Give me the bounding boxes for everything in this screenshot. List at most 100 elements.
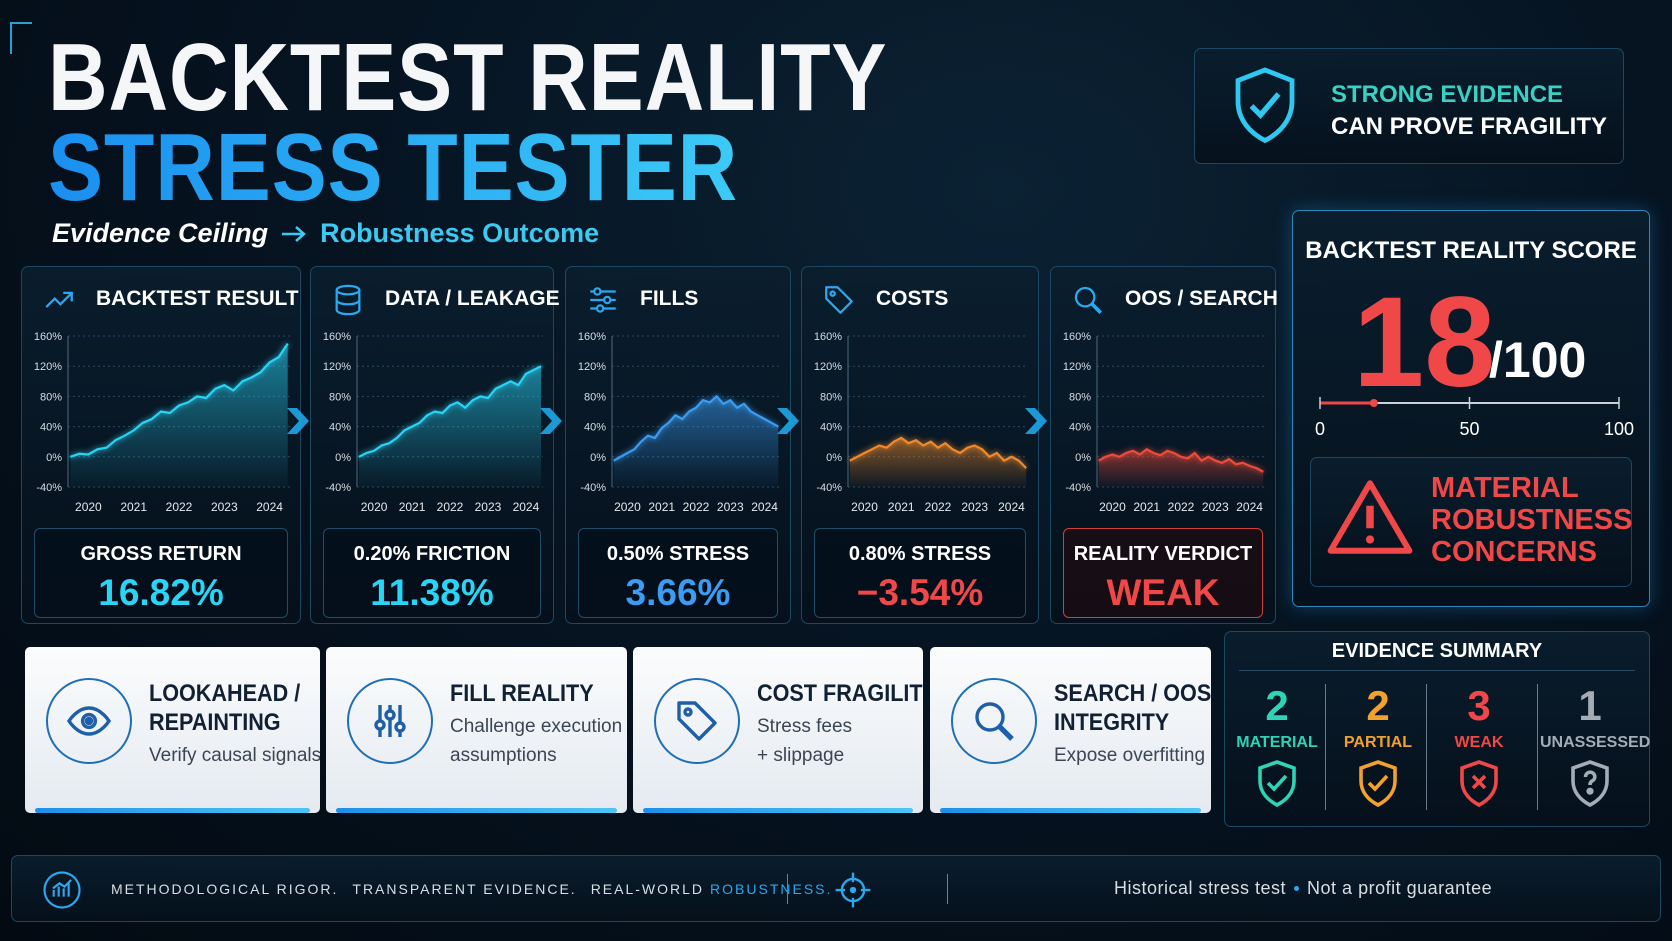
y-tick-label: 40% bbox=[820, 422, 842, 434]
score-scale: 0 50 100 bbox=[1315, 397, 1634, 439]
y-tick-label: 80% bbox=[1069, 391, 1091, 403]
card-icon bbox=[654, 678, 740, 764]
icon-shape bbox=[777, 408, 799, 434]
card-icon bbox=[46, 678, 132, 764]
summary-box: EVIDENCE SUMMARY 2 MATERIAL 2 PARTIAL 3 WEAK 1… bbox=[1224, 631, 1650, 827]
card: FILL REALITY Challenge execution assumptio… bbox=[326, 647, 627, 813]
summary-label: PARTIAL bbox=[1343, 734, 1413, 751]
y-tick-label: 40% bbox=[1069, 422, 1091, 434]
metric-label: GROSS RETURN bbox=[80, 543, 242, 565]
card-desc: Verify causal signals bbox=[149, 741, 320, 770]
y-tick-label: -40% bbox=[580, 482, 606, 494]
x-tick-label: 2024 bbox=[256, 500, 283, 514]
mini-chart: 160% 120% 80% 40% 0% -40% 2020 2021 2022 2023 2024 bbox=[578, 331, 780, 514]
y-tick-label: 0% bbox=[46, 452, 62, 464]
card-bar bbox=[643, 808, 913, 813]
icon-shape bbox=[1266, 774, 1288, 792]
summary-rule bbox=[1239, 670, 1635, 671]
icon-shape bbox=[384, 709, 396, 721]
y-tick-label: 80% bbox=[584, 391, 606, 403]
flow-arrow bbox=[540, 408, 562, 434]
badge-text: STRONG EVIDENCE CAN PROVE FRAGILITY bbox=[1331, 79, 1607, 143]
icon-shape bbox=[1074, 286, 1096, 308]
metric-box: REALITY VERDICT WEAK bbox=[1063, 528, 1263, 618]
x-tick-label: 2020 bbox=[1099, 500, 1126, 514]
icon-shape bbox=[1571, 760, 1609, 808]
icon-shape bbox=[1327, 480, 1413, 554]
metric-value: 11.38% bbox=[370, 572, 494, 613]
card-title: COST FRAGILITY bbox=[757, 680, 923, 707]
score-box: BACKTEST REALITY SCORE 18 /100 0 50 100 MA… bbox=[1292, 210, 1650, 607]
alert-text: MATERIAL ROBUSTNESS CONCERNS bbox=[1431, 472, 1632, 568]
bullet bbox=[1294, 886, 1300, 891]
icon-shape bbox=[335, 290, 361, 316]
panel-icon bbox=[590, 287, 616, 313]
footer-phrase: TRANSPARENT EVIDENCE. bbox=[352, 881, 577, 897]
card-icon bbox=[347, 678, 433, 764]
metric-box: 0.50% STRESS 3.66% bbox=[578, 528, 778, 618]
card-title: INTEGRITY bbox=[1054, 709, 1170, 736]
icon-shape bbox=[1090, 302, 1103, 315]
footer-right: Historical stress test Not a profit guara… bbox=[1114, 878, 1492, 899]
icon-shape bbox=[975, 702, 1014, 741]
card-title: REPAINTING bbox=[149, 709, 281, 736]
icon-shape bbox=[1471, 774, 1487, 790]
mini-chart: 160% 120% 80% 40% 0% -40% 2020 2021 2022 2023 2024 bbox=[1063, 331, 1265, 514]
icon-shape bbox=[1365, 535, 1375, 544]
badge-line: CAN PROVE FRAGILITY bbox=[1331, 113, 1608, 140]
metric-box: 0.20% FRICTION 11.38% bbox=[323, 528, 541, 618]
card-text: FILL REALITY Challenge execution assumptio… bbox=[450, 679, 622, 770]
y-tick-label: -40% bbox=[816, 482, 842, 494]
card-desc: Challenge execution assumptions bbox=[450, 712, 622, 770]
area bbox=[70, 343, 288, 487]
line bbox=[1098, 447, 1264, 473]
x-tick-label: 2023 bbox=[211, 500, 238, 514]
icon-shape bbox=[835, 872, 871, 908]
card-title: SEARCH / OOS bbox=[1054, 680, 1211, 707]
x-tick-label: 2020 bbox=[851, 500, 878, 514]
alert-line: ROBUSTNESS bbox=[1431, 504, 1633, 536]
footer-left: METHODOLOGICAL RIGOR. TRANSPARENT EVIDENC… bbox=[111, 881, 832, 897]
summary-label: UNASSESSED bbox=[1540, 734, 1651, 751]
icon-shape bbox=[374, 705, 406, 737]
flow-arrow bbox=[287, 408, 309, 434]
y-tick-label: 120% bbox=[1063, 361, 1091, 373]
scale-label: 50 bbox=[1459, 419, 1479, 439]
x-tick-label: 2023 bbox=[475, 500, 502, 514]
metric-value: −3.54% bbox=[856, 572, 984, 613]
divider bbox=[947, 874, 948, 904]
y-tick-label: -40% bbox=[325, 482, 351, 494]
summary-title: EVIDENCE SUMMARY bbox=[1331, 640, 1543, 662]
icon-shape bbox=[975, 702, 1005, 732]
y-tick-label: 80% bbox=[329, 391, 351, 403]
summary-label: WEAK bbox=[1454, 734, 1504, 751]
mini-chart: 160% 120% 80% 40% 0% -40% 2020 2021 2022 2023 2024 bbox=[323, 331, 543, 514]
y-tick-label: 120% bbox=[34, 361, 62, 373]
summary-item: 2 PARTIAL bbox=[1328, 682, 1428, 815]
summary-divider bbox=[1426, 684, 1427, 810]
icon-shape bbox=[394, 721, 406, 733]
footer-icon bbox=[43, 871, 81, 909]
icon-shape bbox=[52, 879, 72, 897]
title-line: STRESS TESTER bbox=[48, 114, 739, 221]
summary-shield bbox=[1359, 760, 1397, 808]
alert-line: CONCERNS bbox=[1431, 536, 1597, 568]
card-title: LOOKAHEAD / bbox=[149, 680, 301, 707]
panel: FILLS 160% 120% 80% 40% 0% -40% 2020 2021 2022 202… bbox=[565, 266, 791, 624]
arrow-icon bbox=[282, 225, 306, 242]
y-tick-label: 160% bbox=[34, 331, 62, 343]
mini-chart: 160% 120% 80% 40% 0% -40% 2020 2021 2022 2023 2024 bbox=[34, 331, 290, 514]
area bbox=[849, 437, 1027, 487]
shield-icon bbox=[1235, 67, 1295, 144]
summary-count: 1 bbox=[1578, 682, 1602, 729]
x-tick-label: 2024 bbox=[1236, 500, 1263, 514]
x-tick-label: 2020 bbox=[75, 500, 102, 514]
x-tick-label: 2022 bbox=[683, 500, 710, 514]
target-icon bbox=[835, 872, 871, 908]
icon-shape bbox=[595, 304, 605, 313]
icon-shape bbox=[347, 678, 433, 764]
card-bar bbox=[35, 808, 310, 813]
mini-chart: 160% 120% 80% 40% 0% -40% 2020 2021 2022 2023 2024 bbox=[814, 331, 1028, 514]
